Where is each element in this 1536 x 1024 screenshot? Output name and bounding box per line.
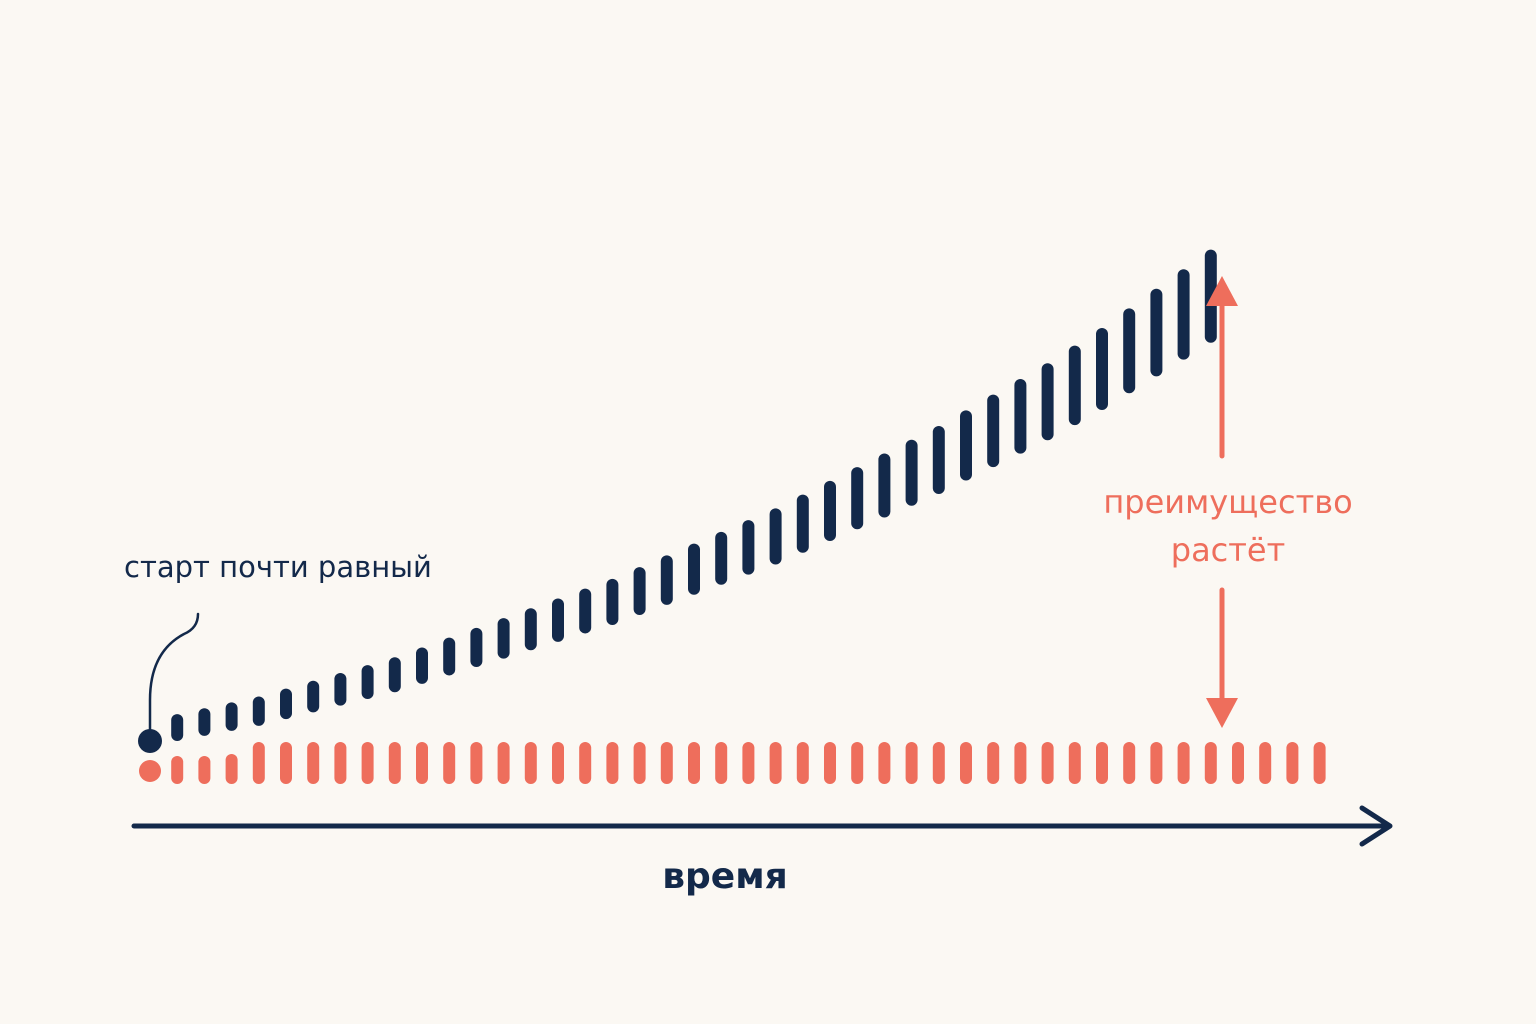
advantage-arrow-down: [1206, 587, 1238, 728]
time-axis-arrow: [131, 805, 1393, 847]
start-callout-line: [148, 612, 200, 734]
start-label: старт почти равный: [124, 550, 432, 584]
flat-mark: [139, 760, 161, 782]
time-axis-label: время: [662, 856, 788, 897]
flat-series: [139, 742, 1326, 784]
advantage-label-line2: растёт: [1170, 531, 1286, 569]
advantage-arrow-up: [1206, 276, 1238, 459]
advantage-label-line1: преимущество: [1103, 483, 1353, 521]
growing-mark: [138, 729, 162, 753]
growing-series: [138, 249, 1217, 753]
advantage-label: преимущество растёт: [1068, 478, 1388, 574]
